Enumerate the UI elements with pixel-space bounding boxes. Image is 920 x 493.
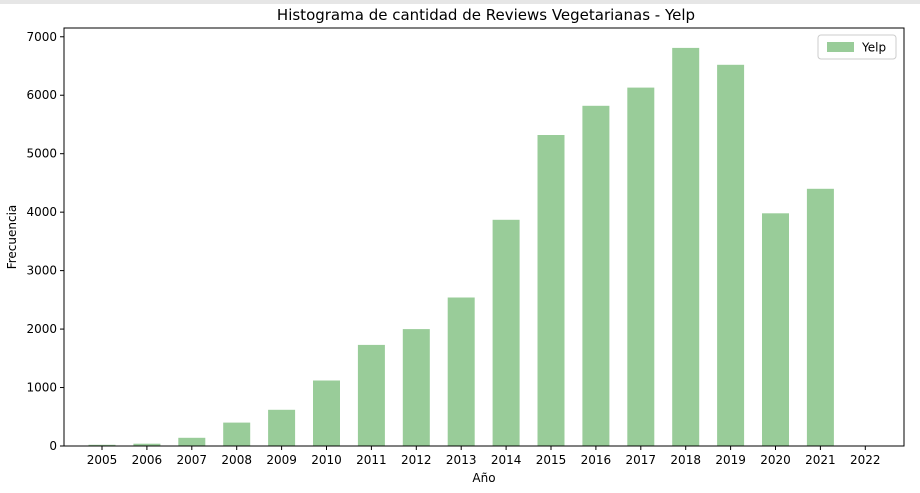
bar-2021	[806, 188, 834, 447]
window-top-strip	[0, 0, 920, 4]
x-tick-label-2007: 2007	[177, 453, 208, 467]
bar-2010	[313, 380, 340, 446]
x-tick-label-2020: 2020	[760, 453, 791, 467]
x-tick-label-2015: 2015	[536, 453, 567, 467]
x-axis-ticks: 2005 2006 2007 2008 2009 2010 2011 2012 2013 2014…	[87, 446, 881, 467]
chart-title: Histograma de cantidad de Reviews Vegeta…	[277, 6, 695, 24]
y-tick-label-3000: 3000	[26, 264, 57, 278]
bar-2008	[223, 422, 251, 446]
x-axis-label: Año	[472, 471, 495, 485]
x-tick-label-2022: 2022	[850, 453, 881, 467]
x-tick-label-2006: 2006	[132, 453, 163, 467]
x-tick-label-2018: 2018	[670, 453, 701, 467]
legend-label-yelp: Yelp	[861, 41, 886, 55]
bar-2013	[447, 297, 475, 446]
bar-2020	[762, 213, 789, 446]
x-tick-label-2011: 2011	[356, 453, 387, 467]
bar-2009	[268, 409, 296, 446]
x-tick-label-2005: 2005	[87, 453, 118, 467]
x-tick-label-2012: 2012	[401, 453, 432, 467]
bar-2018	[672, 47, 700, 447]
bar-2019	[717, 64, 745, 447]
legend-swatch-yelp	[827, 42, 854, 52]
y-tick-label-1000: 1000	[26, 381, 57, 395]
bar-2006	[133, 443, 161, 446]
y-tick-label-6000: 6000	[26, 88, 57, 102]
bar-2017	[627, 87, 655, 446]
x-tick-label-2017: 2017	[626, 453, 657, 467]
bar-2011	[357, 344, 385, 446]
y-tick-label-7000: 7000	[26, 30, 57, 44]
plot-frame	[63, 27, 905, 447]
y-axis-ticks: 0 1000 2000 3000 4000 5000 6000 7000	[26, 30, 64, 453]
legend: Yelp	[817, 34, 897, 60]
x-tick-label-2014: 2014	[491, 453, 522, 467]
bar-2005	[88, 444, 116, 446]
y-tick-label-4000: 4000	[26, 205, 57, 219]
bar-2015	[537, 135, 565, 446]
bar-2016	[582, 105, 610, 447]
legend-box	[817, 34, 897, 60]
x-tick-label-2008: 2008	[221, 453, 252, 467]
y-tick-label-2000: 2000	[26, 322, 57, 336]
bar-2007	[178, 437, 206, 446]
y-axis-label: Frecuencia	[5, 205, 19, 270]
y-tick-label-5000: 5000	[26, 147, 57, 161]
x-tick-label-2010: 2010	[311, 453, 342, 467]
x-tick-label-2016: 2016	[581, 453, 612, 467]
x-tick-label-2009: 2009	[266, 453, 297, 467]
x-tick-label-2019: 2019	[715, 453, 746, 467]
bar-2012	[402, 329, 430, 446]
x-tick-label-2021: 2021	[805, 453, 836, 467]
bar-2014	[492, 219, 520, 446]
bars-group	[88, 47, 834, 447]
x-tick-label-2013: 2013	[446, 453, 477, 467]
y-tick-label-0: 0	[49, 439, 57, 453]
